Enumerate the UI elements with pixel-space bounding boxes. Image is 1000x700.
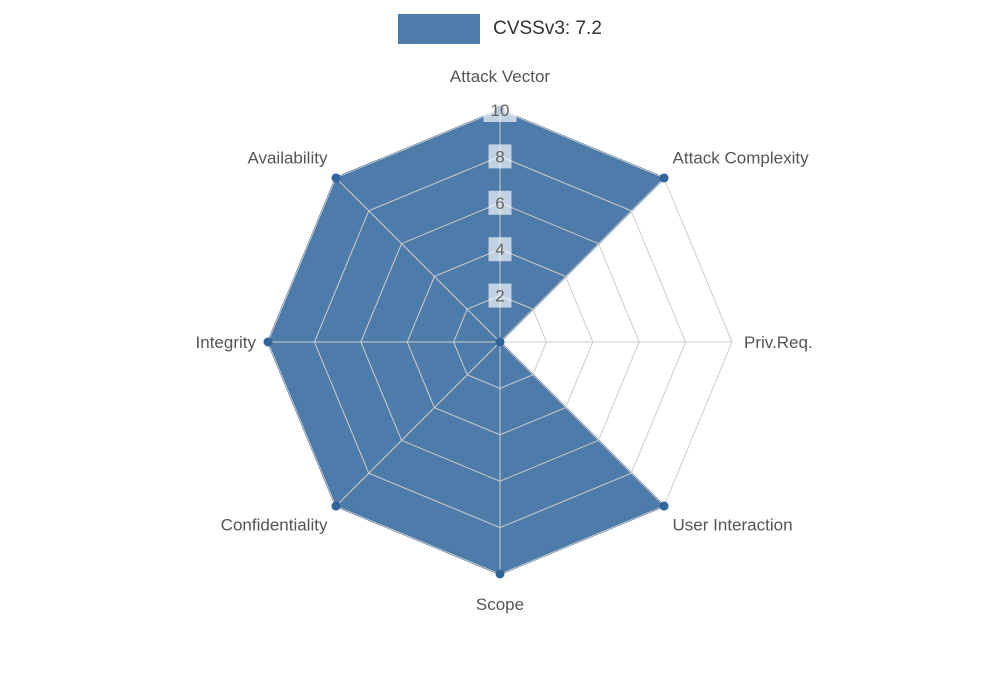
tick-label-box [488,283,512,308]
legend-label: CVSSv3: 7.2 [493,18,602,39]
axis-label: Scope [476,595,524,614]
tick-label-box [488,237,512,262]
axis-line [335,177,501,343]
vertex-dot[interactable] [263,337,273,347]
axis-label: Priv.Req. [744,333,813,352]
legend[interactable]: CVSSv3: 7.2 [0,14,1000,44]
vertex-dot[interactable] [659,501,669,511]
legend-swatch [398,14,481,44]
axis-label: Attack Complexity [673,148,810,167]
axis-label: Availability [247,148,328,167]
axis-line [499,341,665,507]
tick-label-box [483,98,517,122]
vertex-dot[interactable] [495,569,505,579]
axis-label: Attack Vector [450,67,550,86]
tick-label: 2 [495,287,504,306]
tick-label: 4 [495,240,504,259]
vertex-dot[interactable] [659,173,669,183]
axis-label: User Interaction [673,516,793,535]
axis-line [499,177,665,343]
vertex-dot[interactable] [331,173,341,183]
axis-labels-group: Attack Vector Attack Complexity Priv.Req. U… [196,67,813,614]
vertex-dot[interactable] [331,501,341,511]
tick-label: 8 [495,147,504,166]
vertex-dot[interactable] [495,337,505,347]
tick-label: 10 [491,101,510,120]
tick-labels-group: 2 4 6 8 10 [483,98,517,308]
grid-group [267,109,733,575]
tick-label: 6 [495,194,504,213]
axis-label: Confidentiality [221,516,328,535]
tick-label-box [488,144,512,169]
tick-label-box [488,190,512,215]
axis-line [335,341,501,507]
axis-label: Integrity [196,333,257,352]
